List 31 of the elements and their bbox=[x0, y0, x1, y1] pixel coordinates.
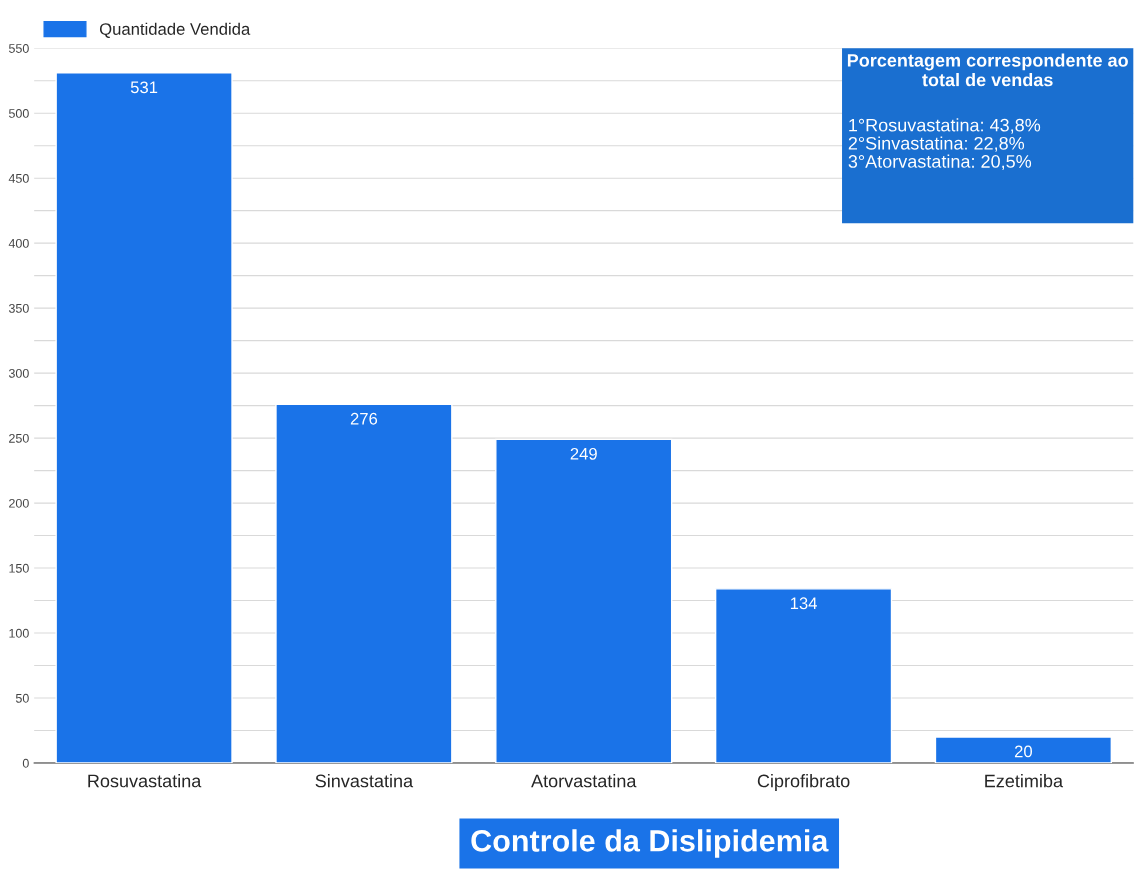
y-tick-label: 450 bbox=[8, 173, 29, 183]
y-tick-label: 400 bbox=[8, 238, 29, 248]
bar bbox=[714, 588, 893, 763]
y-tick-label: 250 bbox=[9, 433, 29, 443]
x-tick-label: Ezetimiba bbox=[985, 774, 1064, 788]
x-tick-label: Rosuvastatina bbox=[88, 774, 202, 788]
y-tick-label: 300 bbox=[8, 368, 29, 378]
y-tick-label: 50 bbox=[15, 693, 29, 703]
y-tick-label: 200 bbox=[9, 498, 29, 508]
x-tick-label: Sinvastatina bbox=[315, 774, 414, 788]
data-label: 531 bbox=[130, 81, 158, 94]
data-label: 20 bbox=[1014, 745, 1033, 758]
y-tick-label: 150 bbox=[9, 563, 29, 573]
y-tick-label: 500 bbox=[8, 109, 29, 118]
y-tick-label: 0 bbox=[22, 758, 29, 768]
data-label: 249 bbox=[570, 447, 597, 460]
legend-label: Quantidade Vendida bbox=[99, 22, 251, 38]
bar bbox=[495, 438, 673, 763]
annotation: 1°Rosuvastatina: 43,8% 2°Sinvastatina: 22,8% 3°Atorvastatina: 20,5% bbox=[848, 118, 1041, 170]
text: Controle da Dislipidemia bbox=[471, 829, 829, 858]
bar bbox=[275, 403, 453, 763]
bar bbox=[934, 736, 1113, 763]
data-label: 134 bbox=[790, 597, 817, 610]
y-tick-label: 350 bbox=[8, 303, 29, 313]
x-tick-label: Ciprofibrato bbox=[757, 774, 850, 791]
y-tick-label: 550 bbox=[8, 44, 29, 53]
x-tick-label: Atorvastatina bbox=[531, 774, 637, 788]
y-tick-label: 100 bbox=[9, 628, 29, 638]
data-label: 276 bbox=[350, 412, 378, 425]
bar bbox=[55, 72, 233, 763]
annotation: Porcentagem correspondente ao total de vendas bbox=[847, 53, 1128, 87]
